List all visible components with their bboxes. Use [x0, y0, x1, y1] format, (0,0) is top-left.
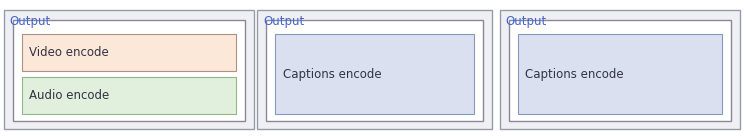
- FancyBboxPatch shape: [509, 20, 731, 121]
- Text: Captions encode: Captions encode: [283, 68, 381, 81]
- FancyBboxPatch shape: [22, 34, 236, 71]
- FancyBboxPatch shape: [500, 10, 740, 129]
- Text: Captions encode: Captions encode: [525, 68, 624, 81]
- FancyBboxPatch shape: [518, 34, 722, 114]
- FancyBboxPatch shape: [22, 77, 236, 114]
- FancyBboxPatch shape: [13, 20, 245, 121]
- FancyBboxPatch shape: [275, 34, 474, 114]
- Text: Audio encode: Audio encode: [29, 89, 110, 102]
- Text: Output: Output: [263, 15, 304, 28]
- Text: Output: Output: [10, 15, 51, 28]
- Text: Video encode: Video encode: [29, 46, 109, 59]
- FancyBboxPatch shape: [257, 10, 492, 129]
- FancyBboxPatch shape: [4, 10, 254, 129]
- FancyBboxPatch shape: [266, 20, 483, 121]
- Text: Output: Output: [506, 15, 547, 28]
